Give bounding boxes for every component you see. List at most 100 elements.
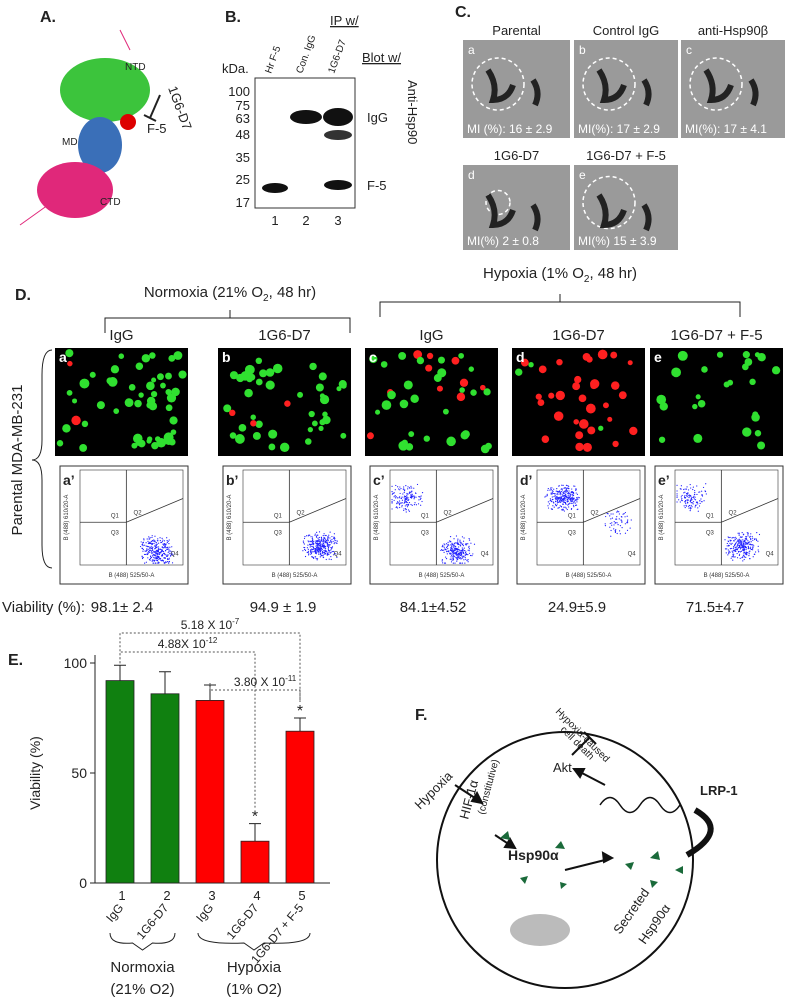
event [678, 499, 680, 501]
event [461, 562, 464, 564]
event [558, 496, 561, 498]
event [449, 536, 452, 538]
diagram-arrows [454, 731, 714, 871]
cell [459, 387, 465, 393]
event [563, 501, 565, 503]
event [164, 543, 166, 546]
event [553, 506, 555, 508]
event [336, 556, 338, 558]
event [574, 502, 576, 504]
event [146, 549, 148, 551]
event [624, 532, 627, 534]
cell [96, 401, 105, 410]
event [145, 561, 147, 563]
event [158, 542, 160, 544]
event [313, 550, 316, 552]
event [446, 550, 448, 552]
event [307, 551, 309, 554]
event [162, 550, 165, 553]
event [547, 507, 550, 509]
panel-label: B. [225, 9, 241, 26]
event [395, 497, 397, 499]
event [750, 533, 752, 535]
event [403, 509, 405, 512]
event [694, 491, 696, 494]
cell [71, 415, 81, 426]
event [330, 556, 332, 558]
quadrant-label: Q3 [421, 531, 430, 537]
cell [252, 431, 261, 440]
cell [468, 366, 475, 372]
event [689, 506, 692, 508]
cell [272, 363, 283, 374]
event [573, 485, 575, 487]
domain-label: CTD [100, 197, 121, 208]
quadrant-label: Q3 [274, 531, 283, 537]
cell [627, 360, 633, 366]
event [452, 543, 454, 545]
event [399, 506, 401, 509]
bar [105, 680, 135, 884]
gate-lines [80, 470, 184, 565]
event [169, 552, 171, 554]
event [576, 501, 578, 503]
event [151, 543, 153, 546]
event [462, 550, 464, 552]
event [560, 492, 562, 495]
event [567, 495, 570, 497]
event [156, 557, 158, 559]
cell [749, 378, 756, 386]
event [733, 540, 735, 542]
cell [456, 392, 466, 402]
event [737, 550, 740, 553]
cell [62, 424, 71, 433]
event [572, 496, 574, 498]
marker-label: 25 [236, 172, 250, 187]
cell [677, 350, 688, 361]
event [151, 560, 153, 562]
event [304, 536, 306, 538]
event [466, 553, 468, 556]
event [322, 556, 324, 558]
event [414, 492, 417, 494]
event [743, 540, 745, 542]
event [455, 542, 457, 544]
event [758, 533, 761, 536]
event [165, 544, 167, 546]
event [468, 538, 470, 540]
event [745, 542, 747, 544]
event [463, 559, 465, 561]
cell [238, 424, 247, 432]
group-label: Hypoxia (1% O2, 48 hr) [483, 265, 637, 285]
event [757, 540, 759, 542]
event [163, 544, 165, 546]
event [158, 557, 161, 560]
event [574, 485, 576, 487]
micrograph [463, 165, 570, 250]
event [724, 548, 727, 550]
event [459, 539, 461, 541]
event [306, 551, 308, 553]
event [547, 487, 549, 490]
event [737, 547, 739, 549]
event [168, 548, 170, 550]
cell [118, 353, 125, 359]
cell [401, 439, 408, 447]
event [304, 546, 306, 549]
event [457, 555, 459, 557]
event [724, 539, 726, 541]
event [165, 561, 167, 564]
event [316, 551, 318, 553]
event [303, 537, 306, 540]
event [153, 540, 155, 542]
event [616, 522, 618, 524]
event [742, 556, 744, 558]
cell [602, 402, 609, 409]
event [558, 493, 560, 495]
event [738, 554, 740, 557]
flow-axis-label: B (488) 525/50-A [272, 573, 318, 579]
cell [556, 358, 563, 366]
p-value-exponent: -7 [232, 617, 240, 626]
event [627, 519, 629, 521]
lane-label: 1G6-D7 [326, 38, 348, 75]
